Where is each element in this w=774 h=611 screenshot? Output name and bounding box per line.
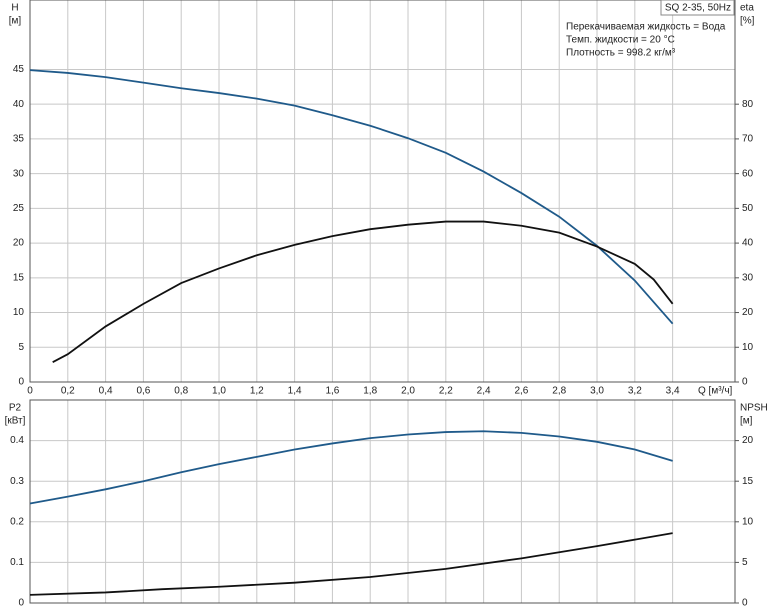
x-axis-label: Q [м³/ч] bbox=[698, 386, 733, 397]
y2-tick-label: 10 bbox=[742, 516, 754, 527]
y-axis-unit: [кВт] bbox=[5, 416, 26, 427]
x-tick-label: 2,6 bbox=[514, 386, 528, 397]
y-tick-label: 0.2 bbox=[10, 516, 24, 527]
y2-tick-label: 40 bbox=[742, 238, 754, 249]
y2-axis-label: eta bbox=[740, 3, 754, 14]
annotation: Темп. жидкости = 20 °C bbox=[566, 35, 675, 46]
x-tick-label: 1,2 bbox=[250, 386, 264, 397]
y-tick-label: 10 bbox=[13, 307, 25, 318]
y-tick-label: 20 bbox=[13, 238, 25, 249]
y-tick-label: 35 bbox=[13, 134, 25, 145]
x-tick-label: 2,4 bbox=[477, 386, 491, 397]
annotation: Плотность = 998.2 кг/м³ bbox=[566, 48, 676, 59]
y2-tick-label: 10 bbox=[742, 342, 754, 353]
x-tick-label: 1,4 bbox=[288, 386, 302, 397]
x-tick-label: 3,0 bbox=[590, 386, 604, 397]
y-tick-label: 30 bbox=[13, 168, 25, 179]
y-axis-unit: [м] bbox=[9, 16, 22, 27]
y2-axis-unit: [%] bbox=[740, 16, 755, 27]
y2-tick-label: 20 bbox=[742, 307, 754, 318]
plot-frame bbox=[29, 399, 736, 604]
y2-tick-label: 0 bbox=[742, 598, 748, 609]
plot-frame bbox=[29, 0, 736, 383]
y2-tick-label: 70 bbox=[742, 134, 754, 145]
y2-tick-label: 5 bbox=[742, 557, 748, 568]
y2-tick-label: 80 bbox=[742, 99, 754, 110]
y-tick-label: 0.1 bbox=[10, 557, 24, 568]
y-tick-label: 5 bbox=[18, 342, 24, 353]
y-tick-label: 45 bbox=[13, 64, 25, 75]
y2-tick-label: 30 bbox=[742, 272, 754, 283]
y-tick-label: 0.3 bbox=[10, 476, 24, 487]
x-tick-label: 0 bbox=[27, 386, 33, 397]
y2-tick-label: 0 bbox=[742, 377, 748, 388]
x-tick-label: 2,0 bbox=[401, 386, 415, 397]
y-tick-label: 0.4 bbox=[10, 435, 24, 446]
x-tick-label: 0,2 bbox=[61, 386, 75, 397]
annotation: Перекачиваемая жидкость = Вода bbox=[566, 22, 726, 33]
x-tick-label: 0,8 bbox=[174, 386, 188, 397]
x-tick-label: 0,4 bbox=[99, 386, 113, 397]
curve bbox=[29, 69, 674, 325]
x-tick-label: 1,6 bbox=[325, 386, 339, 397]
y2-tick-label: 50 bbox=[742, 203, 754, 214]
y-tick-label: 25 bbox=[13, 203, 25, 214]
x-tick-label: 1,8 bbox=[363, 386, 377, 397]
y2-tick-label: 15 bbox=[742, 476, 754, 487]
y-tick-label: 0 bbox=[18, 377, 24, 388]
y2-tick-label: 60 bbox=[742, 168, 754, 179]
curve bbox=[29, 430, 673, 505]
x-tick-label: 0,6 bbox=[136, 386, 150, 397]
y-tick-label: 0 bbox=[18, 598, 24, 609]
chart-title: SQ 2-35, 50Hz bbox=[665, 3, 731, 14]
y-axis-label: P2 bbox=[9, 403, 22, 414]
curve bbox=[52, 220, 674, 364]
x-tick-label: 2,2 bbox=[439, 386, 453, 397]
y2-axis-label: NPSH bbox=[740, 403, 768, 414]
x-tick-label: 3,4 bbox=[666, 386, 680, 397]
y-axis-label: H bbox=[11, 3, 18, 14]
y2-tick-label: 20 bbox=[742, 435, 754, 446]
x-tick-label: 2,8 bbox=[552, 386, 566, 397]
title-box bbox=[660, 0, 735, 16]
y-tick-label: 15 bbox=[13, 272, 25, 283]
y-tick-label: 40 bbox=[13, 99, 25, 110]
curve bbox=[29, 532, 673, 596]
x-tick-label: 3,2 bbox=[628, 386, 642, 397]
y2-axis-unit: [м] bbox=[740, 416, 753, 427]
x-tick-label: 1,0 bbox=[212, 386, 226, 397]
